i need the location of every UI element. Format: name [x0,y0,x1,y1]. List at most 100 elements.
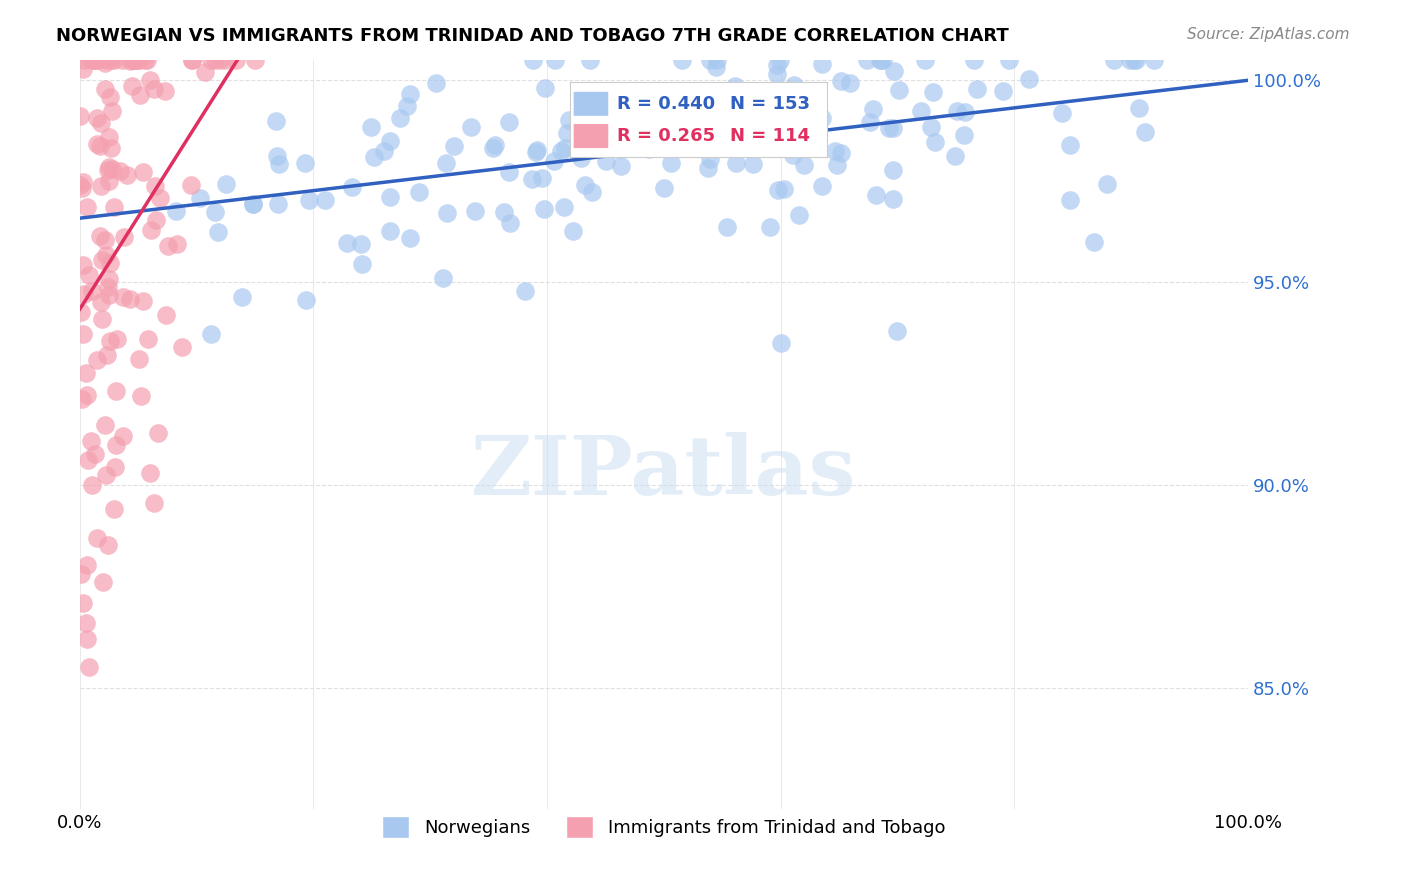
Point [91,253,114,268]
Point [200,326,222,341]
Point [340,179,363,194]
Point [89,178,111,193]
Point [1123,53,1146,67]
Point [194,65,217,79]
Point [72,258,94,272]
Point [180,178,202,193]
Point [768,183,790,197]
Point [543,154,565,169]
Point [350,237,373,252]
Point [188,191,211,205]
Point [883,64,905,78]
Point [86,112,108,126]
Point [97,279,120,293]
Point [879,120,901,135]
Point [752,111,775,125]
Point [295,293,318,307]
Point [112,230,135,244]
Point [378,224,401,238]
Point [70,181,93,195]
Point [554,141,576,155]
Point [858,115,880,129]
Point [1128,101,1150,115]
Point [562,224,585,238]
Point [1095,177,1118,191]
Point [811,178,834,193]
Point [94,417,117,432]
Point [534,81,557,95]
Point [621,130,644,145]
Point [97,173,120,187]
Point [811,111,834,125]
Point [90,295,112,310]
Point [266,149,288,163]
Point [830,146,852,161]
Point [886,324,908,338]
Point [124,53,146,67]
Point [671,54,693,68]
Point [787,208,810,222]
Point [166,236,188,251]
Point [98,256,121,270]
Point [522,172,544,186]
Point [122,53,145,67]
Point [143,179,166,194]
Point [769,135,792,149]
Point [207,225,229,239]
Point [742,157,765,171]
Point [94,247,117,261]
Point [718,101,741,115]
Point [105,384,128,398]
Point [97,160,120,174]
Point [97,287,120,301]
Point [96,349,118,363]
Point [658,88,681,103]
Point [84,53,107,67]
Point [129,87,152,102]
Point [882,121,904,136]
Point [399,87,422,101]
Point [204,204,226,219]
Point [94,53,117,67]
Point [90,311,112,326]
Point [153,84,176,98]
Point [408,185,430,199]
Point [952,128,974,142]
Point [946,103,969,118]
Point [100,53,122,67]
Point [991,84,1014,98]
Point [214,53,236,67]
Point [77,453,100,467]
Point [215,177,238,191]
Point [443,138,465,153]
Point [77,660,100,674]
Point [793,158,815,172]
Point [862,102,884,116]
Point [425,76,447,90]
Point [997,53,1019,67]
Point [825,158,848,172]
Point [882,162,904,177]
Point [569,151,592,165]
Point [1125,53,1147,67]
Point [492,205,515,219]
Point [920,120,942,134]
Point [524,145,547,159]
Point [111,290,134,304]
Point [72,595,94,609]
Text: ZIPatlas: ZIPatlas [471,432,856,512]
Point [360,120,382,134]
Point [89,139,111,153]
Point [97,162,120,177]
Point [128,53,150,67]
Point [914,53,936,67]
Point [294,156,316,170]
Point [105,332,128,346]
Point [231,290,253,304]
Point [118,292,141,306]
Point [101,161,124,176]
Point [72,392,94,406]
Point [388,111,411,125]
Point [208,53,231,67]
Point [200,53,222,67]
